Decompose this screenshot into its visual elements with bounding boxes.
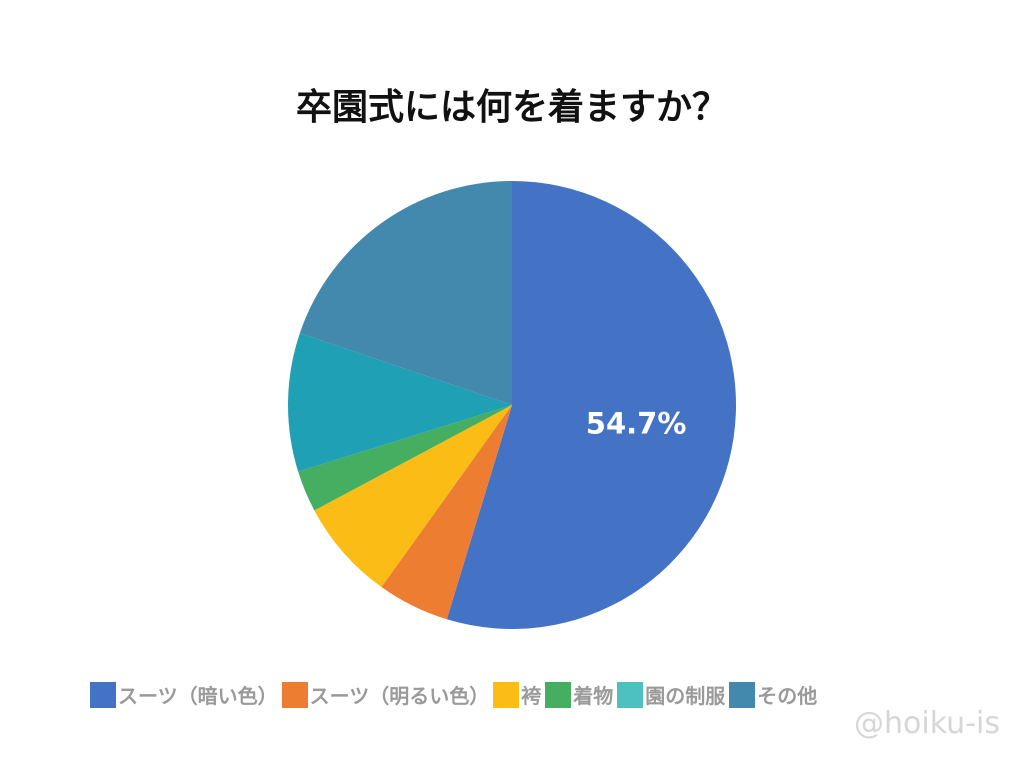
legend-label: 袴 xyxy=(521,684,542,708)
legend-swatch xyxy=(545,681,572,708)
slice-data-label-0: 54.7% xyxy=(586,406,687,440)
chart-title: 卒園式には何を着ますか？ xyxy=(295,87,728,128)
chart-legend: スーツ（暗い色） スーツ（明るい色） 袴 着物 園の制服 その他 xyxy=(90,680,950,709)
pie-slice-4 xyxy=(288,333,512,472)
watermark: @hoiku-is xyxy=(854,706,1000,741)
legend-swatch xyxy=(729,681,756,708)
legend-item-0: スーツ（暗い色） xyxy=(90,680,278,709)
pie-slice-5 xyxy=(299,181,512,405)
legend-label: 着物 xyxy=(573,684,614,708)
pie-slice-1 xyxy=(381,405,512,620)
pie-slice-3 xyxy=(298,405,512,511)
legend-swatch xyxy=(617,681,644,708)
legend-item-3: 着物 xyxy=(545,680,613,709)
pie-slice-0 xyxy=(446,181,736,629)
legend-label: スーツ（暗い色） xyxy=(118,684,278,708)
legend-label: 園の制服 xyxy=(645,684,726,708)
legend-swatch xyxy=(493,681,520,708)
pie-slice-2 xyxy=(314,405,512,588)
legend-item-5: その他 xyxy=(729,680,817,709)
legend-item-2: 袴 xyxy=(493,680,541,709)
legend-swatch xyxy=(90,681,116,708)
legend-swatch xyxy=(281,681,308,708)
pie-chart: 54.7% xyxy=(288,181,736,629)
legend-item-4: 園の制服 xyxy=(617,680,725,709)
legend-label: スーツ（明るい色） xyxy=(309,684,490,708)
legend-item-1: スーツ（明るい色） xyxy=(281,680,490,709)
legend-label: その他 xyxy=(757,684,818,708)
